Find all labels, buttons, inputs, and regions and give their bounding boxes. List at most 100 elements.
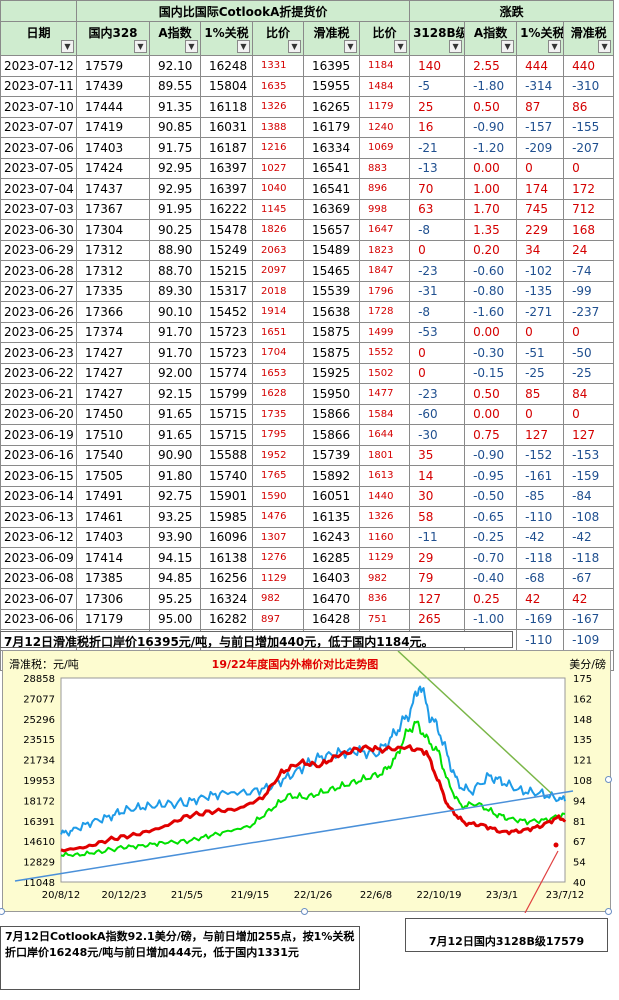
table-cell[interactable]: 15774 xyxy=(200,362,253,384)
table-cell[interactable]: 1952 xyxy=(252,444,304,466)
table-row[interactable]: 2023-07-05 17424 92.95 16397 1027 16541 883 -13… xyxy=(0,157,615,179)
resize-handle[interactable] xyxy=(301,908,308,915)
table-cell[interactable]: 140 xyxy=(409,55,466,77)
table-cell[interactable]: 1.00 xyxy=(464,178,518,200)
table-cell[interactable]: 91.65 xyxy=(149,424,201,446)
table-cell[interactable]: 92.95 xyxy=(149,157,201,179)
table-cell[interactable]: 2023-06-26 xyxy=(0,301,77,323)
filter-dropdown-icon[interactable]: ▼ xyxy=(548,40,562,53)
filter-dropdown-icon[interactable]: ▼ xyxy=(288,40,301,53)
table-row[interactable]: 2023-07-11 17439 89.55 15804 1635 15955 1484 -5… xyxy=(0,75,615,97)
table-cell[interactable]: 17427 xyxy=(76,383,150,405)
table-row[interactable]: 2023-07-07 17419 90.85 16031 1388 16179 1240 16… xyxy=(0,116,615,138)
table-cell[interactable]: 16179 xyxy=(303,116,360,138)
table-cell[interactable]: 93.90 xyxy=(149,526,201,548)
table-cell[interactable]: 16051 xyxy=(303,485,360,507)
table-cell[interactable]: 1.70 xyxy=(464,198,518,220)
table-row[interactable]: 2023-06-23 17427 91.70 15723 1704 15875 1552 0-… xyxy=(0,342,615,364)
table-cell[interactable]: 2023-06-15 xyxy=(0,465,77,487)
table-cell[interactable]: 84 xyxy=(563,383,615,405)
table-cell[interactable]: 1653 xyxy=(252,362,304,384)
filter-dropdown-icon[interactable]: ▼ xyxy=(598,40,612,53)
table-cell[interactable]: 91.70 xyxy=(149,321,201,343)
table-cell[interactable]: -108 xyxy=(563,506,615,528)
table-cell[interactable]: 1826 xyxy=(252,219,304,241)
table-cell[interactable]: 1331 xyxy=(252,55,304,77)
table-cell[interactable]: 0.00 xyxy=(464,403,518,425)
table-row[interactable]: 2023-06-19 17510 91.65 15715 1795 15866 1644 -3… xyxy=(0,424,615,446)
table-cell[interactable]: 88.70 xyxy=(149,260,201,282)
table-cell[interactable]: 2023-07-05 xyxy=(0,157,77,179)
table-cell[interactable]: 1801 xyxy=(358,444,411,466)
table-cell[interactable]: -157 xyxy=(516,116,565,138)
table-cell[interactable]: 2023-07-07 xyxy=(0,116,77,138)
table-cell[interactable]: 17306 xyxy=(76,588,150,610)
table-cell[interactable]: 2023-06-21 xyxy=(0,383,77,405)
table-cell[interactable]: 79 xyxy=(409,567,466,589)
table-cell[interactable]: 16243 xyxy=(303,526,360,548)
table-cell[interactable]: 16395 xyxy=(303,55,360,77)
table-cell[interactable]: 95.25 xyxy=(149,588,201,610)
table-cell[interactable]: 2023-06-13 xyxy=(0,506,77,528)
table-cell[interactable]: 1502 xyxy=(358,362,411,384)
table-row[interactable]: 2023-07-12 17579 92.10 16248 1331 16395 1184 14… xyxy=(0,55,615,77)
table-cell[interactable]: 85 xyxy=(516,383,565,405)
table-row[interactable]: 2023-06-08 17385 94.85 16256 1129 16403 982 79-… xyxy=(0,567,615,589)
table-cell[interactable]: 16135 xyxy=(303,506,360,528)
table-cell[interactable]: 17427 xyxy=(76,362,150,384)
table-cell[interactable]: 94.85 xyxy=(149,567,201,589)
table-cell[interactable]: 1276 xyxy=(252,547,304,569)
table-cell[interactable]: 1735 xyxy=(252,403,304,425)
table-cell[interactable]: 2023-06-12 xyxy=(0,526,77,548)
table-cell[interactable]: -209 xyxy=(516,137,565,159)
table-cell[interactable]: 92.15 xyxy=(149,383,201,405)
table-cell[interactable]: 1179 xyxy=(358,96,411,118)
table-cell[interactable]: -0.90 xyxy=(464,444,518,466)
filter-dropdown-icon[interactable]: ▼ xyxy=(344,40,357,53)
table-cell[interactable]: 0.00 xyxy=(464,321,518,343)
table-cell[interactable]: -0.40 xyxy=(464,567,518,589)
table-row[interactable]: 2023-06-22 17427 92.00 15774 1653 15925 1502 0-… xyxy=(0,362,615,384)
table-cell[interactable]: -153 xyxy=(563,444,615,466)
table-cell[interactable]: -102 xyxy=(516,260,565,282)
table-cell[interactable]: 15489 xyxy=(303,239,360,261)
table-cell[interactable]: 2023-07-12 xyxy=(0,55,77,77)
table-cell[interactable]: 17461 xyxy=(76,506,150,528)
table-cell[interactable]: 444 xyxy=(516,55,565,77)
table-cell[interactable]: -21 xyxy=(409,137,466,159)
table-cell[interactable]: 15950 xyxy=(303,383,360,405)
table-cell[interactable]: -85 xyxy=(516,485,565,507)
filter-dropdown-icon[interactable]: ▼ xyxy=(61,40,74,53)
table-cell[interactable]: 836 xyxy=(358,588,411,610)
table-cell[interactable]: -0.30 xyxy=(464,342,518,364)
table-cell[interactable]: 16187 xyxy=(200,137,253,159)
table-cell[interactable]: 2023-07-04 xyxy=(0,178,77,200)
table-cell[interactable]: 16324 xyxy=(200,588,253,610)
table-cell[interactable]: 15465 xyxy=(303,260,360,282)
resize-handle[interactable] xyxy=(605,776,612,783)
table-cell[interactable]: 30 xyxy=(409,485,466,507)
table-cell[interactable]: -167 xyxy=(563,608,615,630)
table-cell[interactable]: -1.20 xyxy=(464,137,518,159)
table-cell[interactable]: 15804 xyxy=(200,75,253,97)
table-cell[interactable]: 2023-06-23 xyxy=(0,342,77,364)
resize-handle[interactable] xyxy=(0,908,5,915)
table-cell[interactable]: -30 xyxy=(409,424,466,446)
table-cell[interactable]: 16285 xyxy=(303,547,360,569)
table-cell[interactable]: 1635 xyxy=(252,75,304,97)
table-cell[interactable]: 17385 xyxy=(76,567,150,589)
table-cell[interactable]: 16096 xyxy=(200,526,253,548)
table-cell[interactable]: 92.75 xyxy=(149,485,201,507)
table-cell[interactable]: -11 xyxy=(409,526,466,548)
table-cell[interactable]: -25 xyxy=(516,362,565,384)
table-cell[interactable]: -110 xyxy=(516,506,565,528)
table-cell[interactable]: -50 xyxy=(563,342,615,364)
table-cell[interactable]: 127 xyxy=(516,424,565,446)
table-cell[interactable]: 2023-06-08 xyxy=(0,567,77,589)
table-cell[interactable]: -42 xyxy=(563,526,615,548)
table-row[interactable]: 2023-06-29 17312 88.90 15249 2063 15489 1823 0 0… xyxy=(0,239,615,261)
table-cell[interactable]: 29 xyxy=(409,547,466,569)
table-cell[interactable]: 2023-06-06 xyxy=(0,608,77,630)
table-cell[interactable]: 91.95 xyxy=(149,198,201,220)
table-cell[interactable]: -84 xyxy=(563,485,615,507)
